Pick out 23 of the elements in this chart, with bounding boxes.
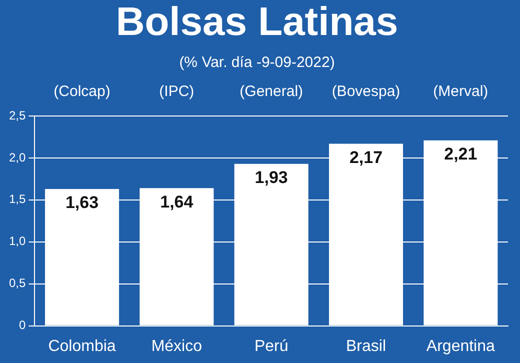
- y-tick-label: 0: [18, 318, 26, 332]
- text: (IPC): [159, 83, 194, 100]
- data-label: 2,21: [444, 144, 478, 164]
- x-tick-label: Colombia: [48, 338, 116, 355]
- chart-subtitle: (% Var. día -9-09-2022): [179, 54, 335, 72]
- text: (General): [240, 83, 304, 100]
- x-tick-label: Perú: [254, 338, 288, 355]
- y-tick-label: 2,0: [8, 150, 26, 164]
- data-label: 1,64: [160, 192, 194, 212]
- chart-title: Bolsas Latinas: [116, 0, 398, 44]
- text: (Colcap): [54, 83, 110, 100]
- text: (Bovespa): [332, 83, 400, 100]
- x-tick-label: Brasil: [346, 338, 386, 355]
- text: (Merval): [433, 83, 488, 100]
- data-label: 2,17: [349, 148, 383, 167]
- x-tick-label: México: [151, 338, 202, 355]
- data-label: 1,63: [65, 193, 99, 212]
- x-tick-label: Argentina: [426, 338, 496, 355]
- y-tick-label: 0,5: [8, 276, 26, 290]
- data-label: 1,93: [254, 168, 288, 188]
- y-tick-label: 1,5: [8, 192, 26, 206]
- y-tick-label: 2,5: [8, 108, 26, 122]
- y-tick-label: 1,0: [8, 234, 26, 248]
